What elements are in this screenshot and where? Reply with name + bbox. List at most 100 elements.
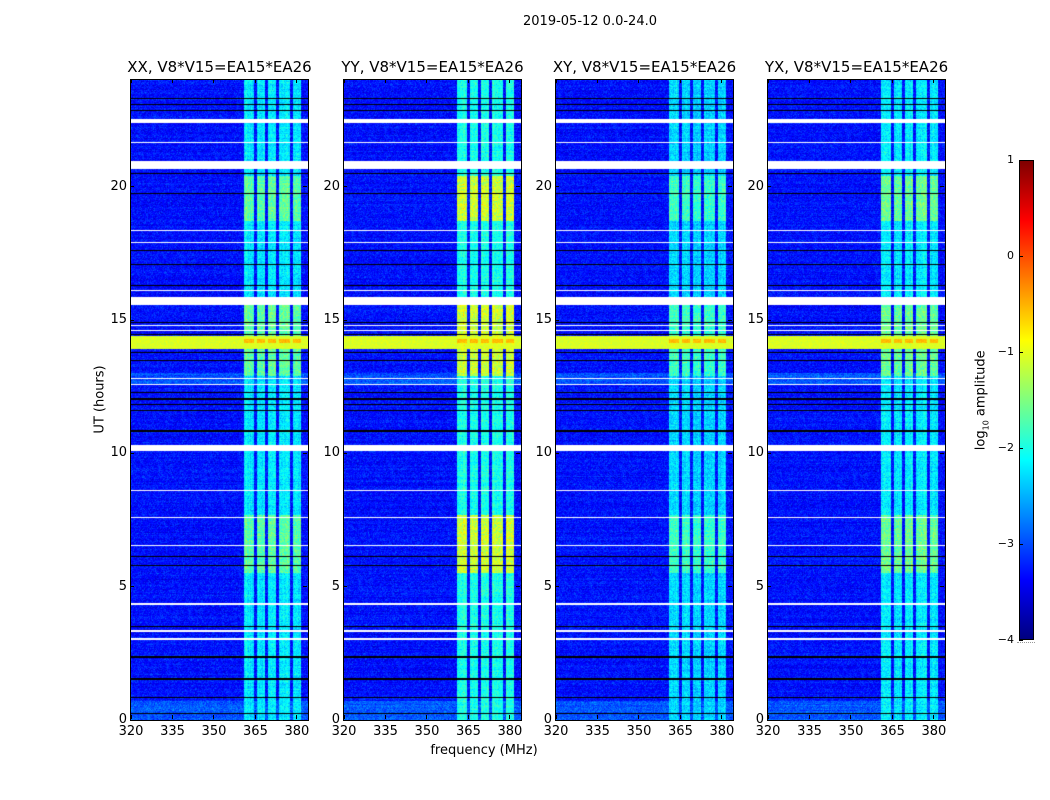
x-tick-label: 350 [838, 724, 864, 739]
x-tick-label: 350 [201, 724, 227, 739]
x-tick-mark [808, 715, 810, 719]
y-tick-mark [555, 719, 559, 721]
x-tick-label: 335 [160, 724, 185, 739]
y-tick-mark [516, 452, 520, 454]
figure-title: 2019-05-12 0.0-24.0 [523, 14, 657, 29]
x-tick-mark [596, 715, 598, 719]
y-tick-mark [767, 186, 771, 188]
x-tick-mark [509, 79, 511, 83]
y-tick-label: 20 [535, 178, 552, 194]
y-tick-label: 10 [535, 445, 552, 461]
y-tick-mark [767, 719, 771, 721]
x-tick-label: 320 [543, 724, 569, 739]
y-tick-mark [728, 719, 732, 721]
x-tick-mark [467, 715, 469, 719]
y-tick-label: 20 [747, 178, 764, 194]
colorbar-label: log10 amplitude [974, 340, 991, 460]
colorbar-tick-label: 0 [1007, 249, 1014, 262]
x-tick-mark [467, 79, 469, 83]
y-tick-mark [728, 586, 732, 588]
x-tick-mark [254, 715, 256, 719]
x-axis-label: frequency (MHz) [430, 743, 538, 758]
x-tick-mark [555, 715, 557, 719]
y-tick-mark [728, 452, 732, 454]
x-tick-mark [213, 79, 215, 83]
x-tick-label: 350 [414, 724, 440, 739]
x-tick-mark [850, 715, 852, 719]
x-tick-label: 365 [668, 724, 693, 739]
panel-title: XX, V8*V15=EA15*EA26 [127, 58, 312, 76]
y-tick-mark [303, 186, 307, 188]
panel-title: XY, V8*V15=EA15*EA26 [552, 58, 737, 76]
x-tick-label: 380 [284, 724, 310, 739]
x-tick-label: 365 [456, 724, 481, 739]
colorbar-tick-mark [1019, 351, 1023, 353]
y-tick-label: 5 [755, 578, 764, 594]
y-tick-mark [516, 719, 520, 721]
y-tick-mark [555, 452, 559, 454]
y-tick-mark [767, 586, 771, 588]
x-tick-mark [254, 79, 256, 83]
x-tick-label: 380 [921, 724, 947, 739]
x-tick-mark [384, 79, 386, 83]
x-tick-mark [679, 79, 681, 83]
y-tick-mark [303, 319, 307, 321]
x-tick-mark [213, 715, 215, 719]
y-axis-label: UT (hours) [92, 365, 108, 434]
x-tick-label: 380 [497, 724, 523, 739]
x-tick-mark [767, 79, 769, 83]
colorbar-tick-label: −3 [997, 537, 1014, 550]
y-tick-mark [555, 186, 559, 188]
colorbar-tick-mark [1019, 255, 1023, 257]
x-tick-mark [509, 715, 511, 719]
y-tick-mark [130, 719, 134, 721]
y-tick-mark [555, 319, 559, 321]
x-tick-mark [638, 79, 640, 83]
x-tick-mark [384, 715, 386, 719]
spectrogram-panel: YX, V8*V15=EA15*EA26 320 335 350 365 380 0 5 10 1… [747, 58, 948, 739]
colorbar-tick-label: −2 [997, 441, 1014, 454]
x-tick-mark [171, 715, 173, 719]
x-tick-mark [296, 79, 298, 83]
y-tick-mark [343, 586, 347, 588]
y-tick-mark [343, 186, 347, 188]
colorbar-tick-mark [1019, 159, 1023, 161]
colorbar-label-log: log [973, 430, 989, 451]
y-tick-label: 20 [323, 178, 340, 194]
x-tick-label: 380 [709, 724, 735, 739]
x-tick-mark [343, 79, 345, 83]
y-tick-mark [728, 319, 732, 321]
spectrogram-image [131, 80, 308, 720]
x-tick-mark [721, 79, 723, 83]
x-tick-mark [555, 79, 557, 83]
panel-title: YX, V8*V15=EA15*EA26 [764, 58, 949, 76]
y-tick-mark [516, 319, 520, 321]
x-tick-label: 320 [118, 724, 144, 739]
x-tick-mark [808, 79, 810, 83]
x-tick-mark [891, 79, 893, 83]
y-tick-mark [130, 319, 134, 321]
y-tick-mark [303, 719, 307, 721]
y-tick-mark [516, 186, 520, 188]
x-tick-mark [767, 715, 769, 719]
x-tick-label: 365 [880, 724, 905, 739]
y-tick-label: 0 [543, 712, 552, 727]
y-tick-mark [767, 319, 771, 321]
y-tick-mark [130, 186, 134, 188]
x-tick-mark [721, 715, 723, 719]
x-tick-label: 335 [585, 724, 610, 739]
spectrogram-panel: YY, V8*V15=EA15*EA26 320 335 350 365 380 0 5 10 1… [323, 58, 523, 739]
x-tick-mark [596, 79, 598, 83]
y-tick-label: 0 [118, 712, 127, 727]
y-tick-mark [728, 186, 732, 188]
y-tick-mark [940, 586, 944, 588]
y-tick-mark [343, 719, 347, 721]
colorbar-tick-label: 1 [1007, 153, 1014, 166]
colorbar-tick-mark [1019, 447, 1023, 449]
y-tick-label: 10 [110, 445, 127, 461]
y-tick-label: 20 [110, 178, 127, 194]
y-tick-mark [940, 719, 944, 721]
y-tick-mark [130, 452, 134, 454]
x-tick-label: 320 [331, 724, 357, 739]
x-tick-mark [679, 715, 681, 719]
